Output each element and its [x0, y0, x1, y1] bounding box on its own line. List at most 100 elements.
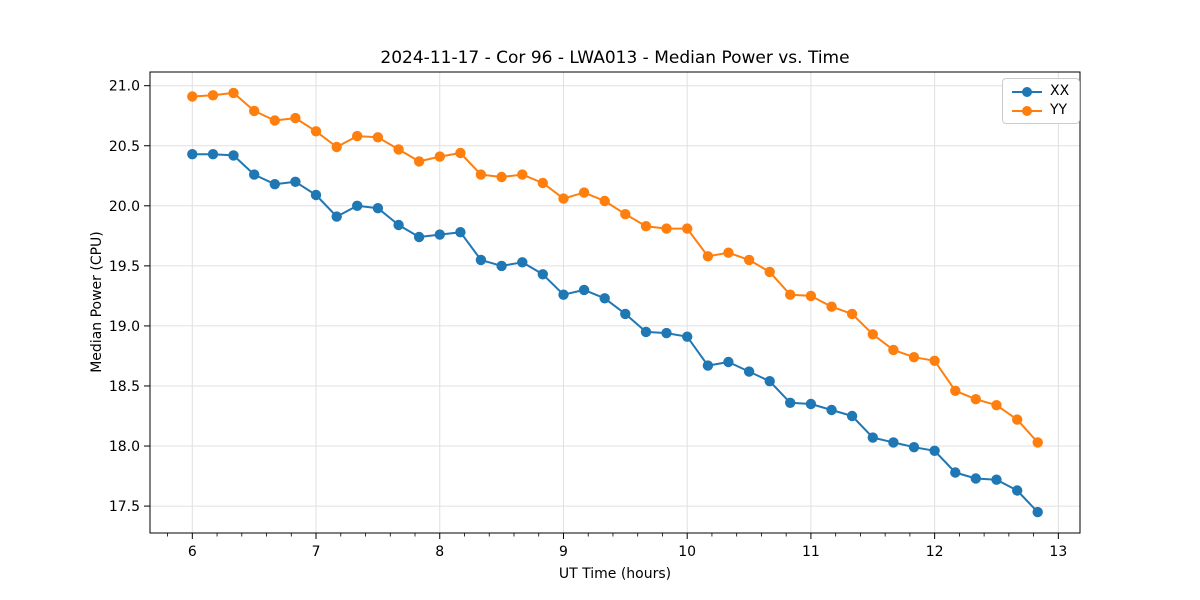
- data-point-xx: [290, 176, 301, 187]
- data-point-yy: [970, 394, 981, 405]
- y-tick-label: 17.5: [109, 499, 140, 515]
- data-point-yy: [867, 329, 878, 340]
- legend-label: YY: [1050, 102, 1068, 118]
- data-point-yy: [846, 308, 858, 320]
- x-tick-label: 7: [312, 544, 321, 560]
- x-tick-label: 12: [926, 544, 944, 560]
- data-point-xx: [1032, 506, 1043, 518]
- data-point-xx: [496, 260, 507, 272]
- x-tick-label: 11: [802, 544, 820, 560]
- data-point-xx: [558, 289, 569, 300]
- data-point-yy: [517, 169, 528, 180]
- data-point-yy: [908, 352, 920, 363]
- data-point-yy: [826, 301, 837, 312]
- legend-line-marker-icon: [1012, 86, 1042, 97]
- legend-line-marker-icon: [1012, 105, 1042, 116]
- data-point-xx: [991, 474, 1002, 485]
- data-point-xx: [764, 376, 775, 387]
- data-point-yy: [764, 266, 775, 278]
- x-tick-label: 10: [678, 544, 696, 560]
- data-point-yy: [929, 355, 940, 366]
- data-point-xx: [908, 442, 920, 453]
- data-point-xx: [249, 169, 260, 180]
- data-point-xx: [187, 149, 198, 160]
- data-point-yy: [228, 87, 239, 99]
- legend-item-xx: XX: [1011, 84, 1069, 99]
- data-point-xx: [331, 211, 342, 222]
- x-tick-label: 8: [435, 544, 444, 560]
- legend: XX YY: [1002, 78, 1081, 124]
- data-point-xx: [846, 410, 858, 422]
- data-point-xx: [929, 445, 940, 456]
- data-point-xx: [207, 149, 219, 160]
- data-point-xx: [826, 404, 837, 416]
- y-tick-label: 20.0: [109, 199, 140, 215]
- y-tick-label: 19.0: [109, 319, 140, 335]
- data-point-xx: [743, 366, 755, 377]
- data-point-xx: [785, 397, 796, 408]
- data-point-yy: [723, 247, 734, 258]
- data-point-xx: [352, 200, 363, 211]
- data-point-yy: [1012, 414, 1023, 425]
- data-point-yy: [537, 177, 548, 189]
- data-point-xx: [950, 467, 961, 478]
- data-point-yy: [805, 290, 817, 302]
- data-point-yy: [661, 223, 672, 234]
- data-point-xx: [805, 398, 817, 410]
- data-point-xx: [475, 254, 487, 266]
- data-point-xx: [620, 308, 631, 320]
- data-point-xx: [702, 360, 714, 371]
- data-point-yy: [785, 289, 796, 300]
- data-point-yy: [413, 156, 425, 167]
- data-point-yy: [455, 147, 466, 159]
- legend-label: XX: [1050, 83, 1070, 99]
- data-point-yy: [372, 132, 384, 143]
- data-point-yy: [249, 105, 260, 117]
- data-point-xx: [269, 179, 280, 190]
- data-point-yy: [269, 115, 280, 126]
- data-point-xx: [640, 326, 652, 338]
- x-tick-label: 6: [188, 544, 197, 560]
- data-point-yy: [496, 171, 507, 183]
- legend-item-yy: YY: [1011, 103, 1069, 118]
- data-point-yy: [558, 193, 569, 204]
- data-point-yy: [578, 187, 590, 198]
- data-point-xx: [1012, 485, 1023, 496]
- data-point-yy: [290, 112, 301, 124]
- chart-title: 2024-11-17 - Cor 96 - LWA013 - Median Po…: [380, 48, 850, 68]
- data-point-yy: [207, 90, 219, 101]
- data-point-yy: [599, 195, 610, 207]
- data-point-xx: [310, 189, 322, 201]
- y-tick-label: 21.0: [109, 79, 140, 95]
- data-point-yy: [187, 91, 198, 102]
- data-point-yy: [702, 251, 714, 262]
- x-axis-label: UT Time (hours): [558, 566, 672, 582]
- data-point-xx: [970, 473, 981, 484]
- data-point-yy: [991, 400, 1002, 411]
- axes-spines: [149, 71, 1081, 534]
- data-point-yy: [475, 169, 487, 180]
- data-point-yy: [682, 223, 693, 234]
- y-tick-label: 20.5: [109, 139, 140, 155]
- data-point-xx: [599, 293, 610, 304]
- data-point-xx: [517, 257, 528, 268]
- data-point-xx: [723, 356, 734, 368]
- data-point-yy: [640, 221, 652, 232]
- data-point-yy: [393, 144, 404, 155]
- data-point-xx: [228, 150, 239, 161]
- data-point-xx: [661, 327, 672, 339]
- data-point-yy: [310, 126, 322, 137]
- data-point-xx: [682, 331, 693, 342]
- data-point-xx: [393, 219, 404, 231]
- y-tick-label: 19.5: [109, 259, 140, 275]
- y-tick-label: 18.0: [109, 439, 140, 455]
- data-point-yy: [434, 151, 445, 162]
- data-point-xx: [455, 227, 466, 238]
- data-point-yy: [950, 385, 961, 396]
- data-point-xx: [413, 231, 425, 243]
- data-point-yy: [352, 130, 363, 142]
- data-point-xx: [867, 432, 878, 443]
- data-point-yy: [1032, 437, 1043, 448]
